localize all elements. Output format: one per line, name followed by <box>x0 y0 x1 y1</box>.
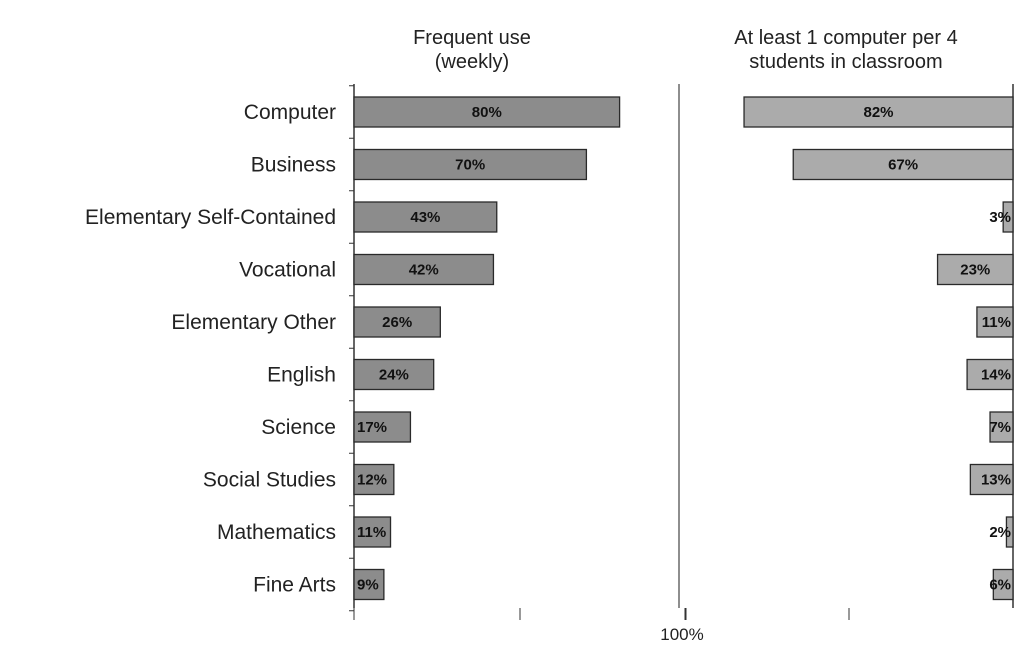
panel-title-left-line-2: (weekly) <box>435 51 509 73</box>
category-label: Science <box>261 416 336 439</box>
bar-frequent-use <box>353 463 395 496</box>
bar-computer-ratio <box>1002 201 1014 233</box>
bars <box>353 96 1014 601</box>
panel-titles: Frequent use(weekly) At least 1 computer … <box>413 27 958 73</box>
value-label-frequent-use: 70% <box>455 157 485 174</box>
category-label: Mathematics <box>217 521 336 544</box>
value-label-frequent-use: 12% <box>357 472 387 489</box>
value-label-computer-ratio: 67% <box>888 157 918 174</box>
bar-frequent-use <box>353 358 435 391</box>
bar-computer-ratio <box>989 411 1014 443</box>
value-label-computer-ratio: 13% <box>981 472 1011 489</box>
category-label: Business <box>251 154 336 177</box>
category-label: Social Studies <box>203 469 336 492</box>
bar-computer-ratio <box>936 253 1014 286</box>
bar-frequent-use <box>353 568 385 601</box>
bar-computer-ratio <box>992 568 1014 601</box>
value-label-frequent-use: 11% <box>357 524 386 541</box>
value-label-computer-ratio: 11% <box>982 314 1011 331</box>
bar-computer-ratio <box>976 306 1014 338</box>
category-label: Fine Arts <box>253 574 336 597</box>
value-label-computer-ratio: 3% <box>989 209 1011 226</box>
value-label-computer-ratio: 7% <box>989 419 1011 436</box>
value-label-frequent-use: 43% <box>410 209 440 226</box>
panel-title-right-line-2: students in classroom <box>749 51 942 73</box>
category-label: Elementary Other <box>171 311 336 334</box>
panel-title-right-line-1: At least 1 computer per 4 <box>734 27 957 49</box>
bar-frequent-use <box>353 201 498 233</box>
value-label-computer-ratio: 82% <box>864 104 894 121</box>
value-label-frequent-use: 26% <box>382 314 412 331</box>
bar-computer-ratio <box>969 463 1014 496</box>
bar-frequent-use <box>353 306 441 338</box>
bar-frequent-use <box>353 148 588 181</box>
bar-computer-ratio <box>792 148 1014 181</box>
bar-computer-ratio <box>966 358 1014 391</box>
value-label-computer-ratio: 14% <box>981 367 1011 384</box>
category-label: English <box>267 364 336 387</box>
category-label: Elementary Self-Contained <box>85 206 336 229</box>
value-labels: 80% 70% 43% 42% 26% 24% 17% 12% 11% 9% 82% 67% 3% 23%… <box>357 104 1011 594</box>
category-label: Vocational <box>239 259 336 282</box>
bar-frequent-use <box>353 96 621 128</box>
bar-frequent-use <box>353 411 412 443</box>
panel-title-left-line-1: Frequent use <box>413 27 531 49</box>
value-label-computer-ratio: 23% <box>960 262 990 279</box>
bar-frequent-use <box>353 253 495 286</box>
x-tick-label: 100% <box>660 625 703 644</box>
bar-frequent-use <box>353 516 392 548</box>
category-label: Computer <box>244 101 336 124</box>
value-label-frequent-use: 9% <box>357 577 379 594</box>
category-labels: Computer Business Elementary Self-Containe… <box>85 101 336 597</box>
value-label-computer-ratio: 6% <box>989 577 1011 594</box>
value-label-frequent-use: 80% <box>472 104 502 121</box>
value-label-frequent-use: 24% <box>379 367 409 384</box>
bar-computer-ratio <box>743 96 1014 128</box>
bar-computer-ratio <box>1005 516 1014 548</box>
value-label-frequent-use: 42% <box>409 262 439 279</box>
value-label-computer-ratio: 2% <box>989 524 1011 541</box>
value-label-frequent-use: 17% <box>357 419 387 436</box>
